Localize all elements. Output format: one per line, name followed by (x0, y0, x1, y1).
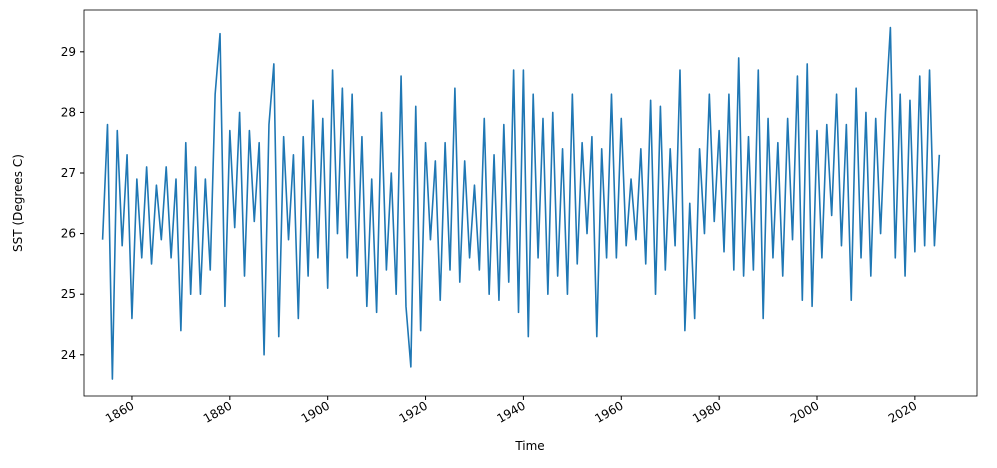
x-tick-label: 1940 (494, 398, 527, 425)
x-tick-label: 2020 (886, 398, 919, 425)
x-tick-label: 1900 (299, 398, 332, 425)
x-tick-label: 1920 (397, 398, 430, 425)
y-tick-label: 27 (61, 166, 76, 180)
x-tick-label: 1860 (103, 398, 136, 425)
x-axis-label: Time (514, 439, 544, 453)
plot-frame (83, 9, 978, 397)
y-tick-label: 28 (61, 105, 76, 119)
y-tick-label: 24 (61, 348, 76, 362)
y-tick-label: 25 (61, 287, 76, 301)
y-axis-label: SST (Degrees C) (11, 154, 25, 252)
x-tick-label: 1980 (690, 398, 723, 425)
x-tick-label: 2000 (788, 398, 821, 425)
x-tick-label: 1960 (592, 398, 625, 425)
x-tick-label: 1880 (201, 398, 234, 425)
y-tick-label: 29 (61, 45, 76, 59)
y-tick-label: 26 (61, 227, 76, 241)
series-line (101, 26, 941, 380)
